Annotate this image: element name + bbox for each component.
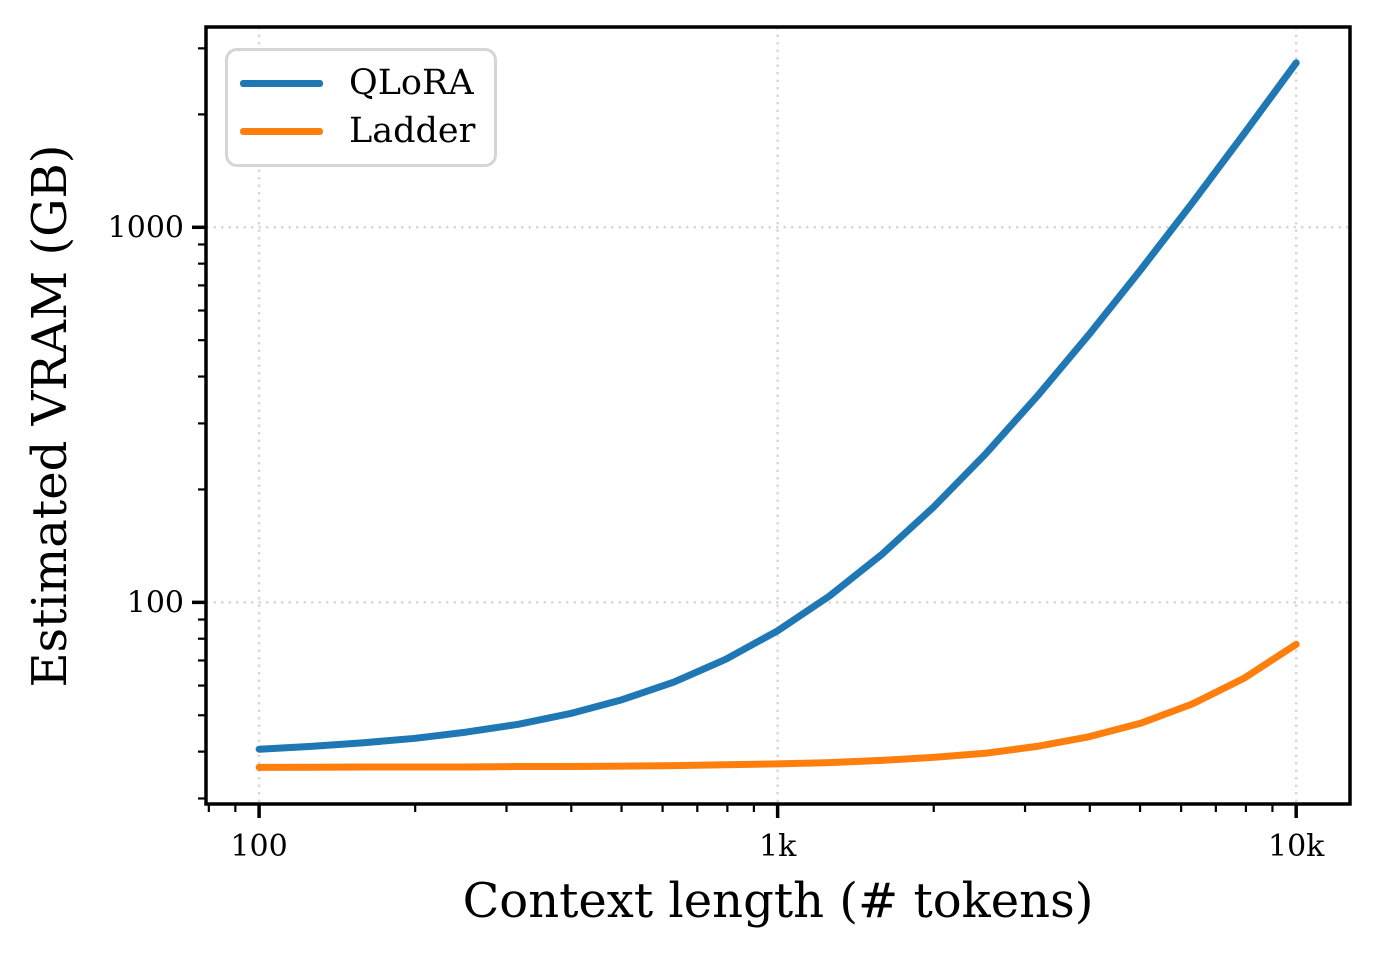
legend-label-ladder: Ladder bbox=[349, 111, 476, 151]
y-axis-label: Estimated VRAM (GB) bbox=[22, 144, 78, 688]
y-tick-label: 1000 bbox=[108, 210, 184, 245]
legend-label-qlora: QLoRA bbox=[349, 63, 474, 103]
legend-box: QLoRA Ladder bbox=[225, 48, 497, 167]
x-tick-label: 100 bbox=[230, 829, 287, 864]
y-tick-label: 100 bbox=[127, 585, 184, 620]
x-tick-label: 10k bbox=[1268, 829, 1325, 864]
series-qlora-line bbox=[255, 59, 1300, 753]
legend-entry-ladder: Ladder bbox=[240, 114, 494, 149]
series-ladder-line bbox=[255, 640, 1300, 771]
legend-entry-qlora: QLoRA bbox=[240, 66, 494, 101]
legend-swatch-qlora bbox=[240, 80, 323, 87]
x-axis-label: Context length (# tokens) bbox=[462, 873, 1094, 929]
legend-swatch-ladder bbox=[240, 128, 323, 135]
x-tick-label: 1k bbox=[759, 829, 797, 864]
